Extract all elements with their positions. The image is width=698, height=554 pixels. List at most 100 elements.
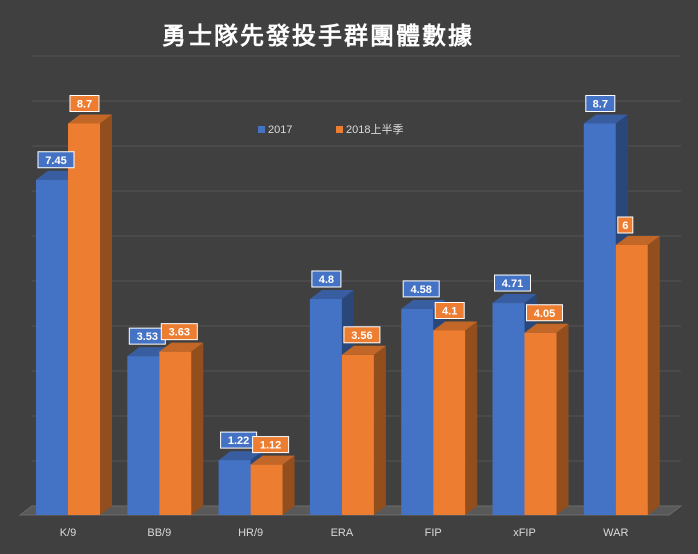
bar-side-face — [556, 323, 569, 515]
bar-front-face — [433, 330, 466, 515]
data-label-text: 3.53 — [137, 331, 158, 343]
data-label-text: 6 — [622, 220, 628, 232]
tick-label-ERA: ERA — [331, 527, 354, 539]
bars — [36, 114, 660, 515]
data-label-box — [617, 216, 634, 234]
data-label-text: 8.7 — [593, 99, 608, 111]
bar-xFIP-2018上半季 — [524, 323, 569, 515]
legend-label: 2018上半季 — [346, 122, 403, 136]
data-label-box — [69, 95, 100, 112]
bar-side-face — [100, 114, 112, 515]
chart-title: 勇士隊先發投手群團體數據 — [162, 21, 474, 50]
data-label-text: 7.45 — [45, 155, 66, 167]
data-label-text: 4.58 — [410, 284, 431, 296]
bar-front-face — [250, 464, 283, 515]
bar-side-face — [373, 345, 386, 515]
legend: 2017 2018上半季 — [258, 122, 403, 136]
bar-top-face — [524, 323, 569, 333]
bar-K/9-2018上半季 — [68, 114, 112, 515]
legend-swatch — [336, 126, 343, 133]
data-label-ERA-2018上半季: 3.56 — [343, 326, 381, 344]
legend-label: 2017 — [268, 124, 292, 136]
data-label-HR/9-2018上半季: 1.12 — [252, 436, 290, 454]
data-label-ERA-2017: 4.8 — [311, 270, 342, 288]
data-label-text: 1.12 — [260, 440, 281, 452]
bar-side-face — [647, 236, 660, 515]
bar-top-face — [68, 114, 112, 124]
bar-top-face — [615, 236, 660, 245]
data-label-xFIP-2017: 4.71 — [494, 274, 531, 292]
data-label-HR/9-2017: 1.22 — [220, 431, 258, 449]
data-label-box — [343, 326, 381, 344]
bar-HR/9-2018上半季 — [250, 455, 295, 515]
data-label-text: 4.8 — [319, 274, 334, 286]
legend-item-2017: 2017 — [258, 124, 292, 136]
bar-front-face — [218, 460, 251, 515]
bar-side-face — [465, 321, 478, 515]
data-label-text: 4.05 — [534, 308, 555, 320]
tick-label-xFIP: xFIP — [513, 527, 536, 539]
data-label-text: 8.7 — [77, 99, 92, 111]
bar-top-face — [492, 294, 537, 304]
data-label-WAR-2018上半季: 6 — [617, 216, 634, 234]
bar-front-face — [615, 245, 648, 515]
bar-front-face — [127, 356, 160, 515]
data-label-box — [585, 95, 616, 112]
data-label-BB/9-2017: 3.53 — [128, 327, 166, 345]
data-label-text: 1.22 — [228, 435, 249, 447]
data-label-box — [402, 280, 440, 298]
data-label-box — [494, 274, 531, 292]
data-label-K/9-2018上半季: 8.7 — [69, 95, 100, 112]
data-label-box — [526, 304, 563, 322]
bar-top-face — [159, 342, 204, 352]
data-label-box — [434, 302, 465, 319]
bar-side-face — [191, 342, 204, 515]
bar-top-face — [309, 290, 354, 299]
data-label-K/9-2017: 7.45 — [37, 151, 75, 169]
category-axis: K/9 BB/9 HR/9 ERA FIP xFIP WAR — [60, 527, 629, 539]
legend-item-2018上半季: 2018上半季 — [336, 122, 403, 136]
bar-top-face — [401, 299, 446, 309]
tick-label-FIP: FIP — [425, 527, 442, 539]
bar-top-face — [341, 345, 386, 355]
tick-label-K/9: K/9 — [60, 527, 77, 539]
bar-top-face — [583, 114, 628, 124]
tick-label-HR/9: HR/9 — [238, 527, 263, 539]
data-label-text: 4.1 — [442, 306, 457, 318]
data-label-FIP-2017: 4.58 — [402, 280, 440, 298]
tick-label-WAR: WAR — [603, 527, 628, 539]
data-label-box — [160, 323, 198, 341]
data-label-text: 4.71 — [502, 278, 523, 290]
bar-front-face — [68, 123, 100, 515]
data-label-WAR-2017: 8.7 — [585, 95, 616, 112]
legend-swatch — [258, 126, 265, 133]
data-label-box — [311, 270, 342, 288]
bar-side-face — [282, 455, 295, 515]
bar-front-face — [583, 123, 616, 515]
bar-top-face — [218, 451, 263, 461]
bar-BB/9-2018上半季 — [159, 342, 204, 515]
bar-top-face — [433, 321, 478, 331]
data-label-BB/9-2018上半季: 3.63 — [160, 323, 198, 341]
bar-front-face — [159, 351, 192, 515]
data-label-FIP-2018上半季: 4.1 — [434, 302, 465, 319]
bar-front-face — [492, 303, 525, 515]
data-label-text: 3.56 — [351, 330, 372, 342]
tick-label-BB/9: BB/9 — [147, 527, 171, 539]
data-label-box — [252, 436, 290, 454]
bar-FIP-2018上半季 — [433, 321, 478, 515]
bar-ERA-2018上半季 — [341, 345, 386, 515]
bar-top-face — [250, 455, 295, 465]
data-label-text: 3.63 — [169, 327, 190, 339]
bar-front-face — [341, 354, 374, 515]
data-label-xFIP-2018上半季: 4.05 — [526, 304, 563, 322]
data-labels: 7.45 8.7 3.53 3.63 1.22 1.12 4.8 3.56 4.58 4.1 4.7… — [37, 95, 634, 454]
bar-front-face — [524, 332, 557, 515]
data-label-box — [37, 151, 75, 169]
bar-front-face — [309, 299, 342, 515]
bar-front-face — [401, 308, 434, 515]
bar-WAR-2018上半季 — [615, 236, 660, 515]
bar-front-face — [36, 179, 68, 515]
